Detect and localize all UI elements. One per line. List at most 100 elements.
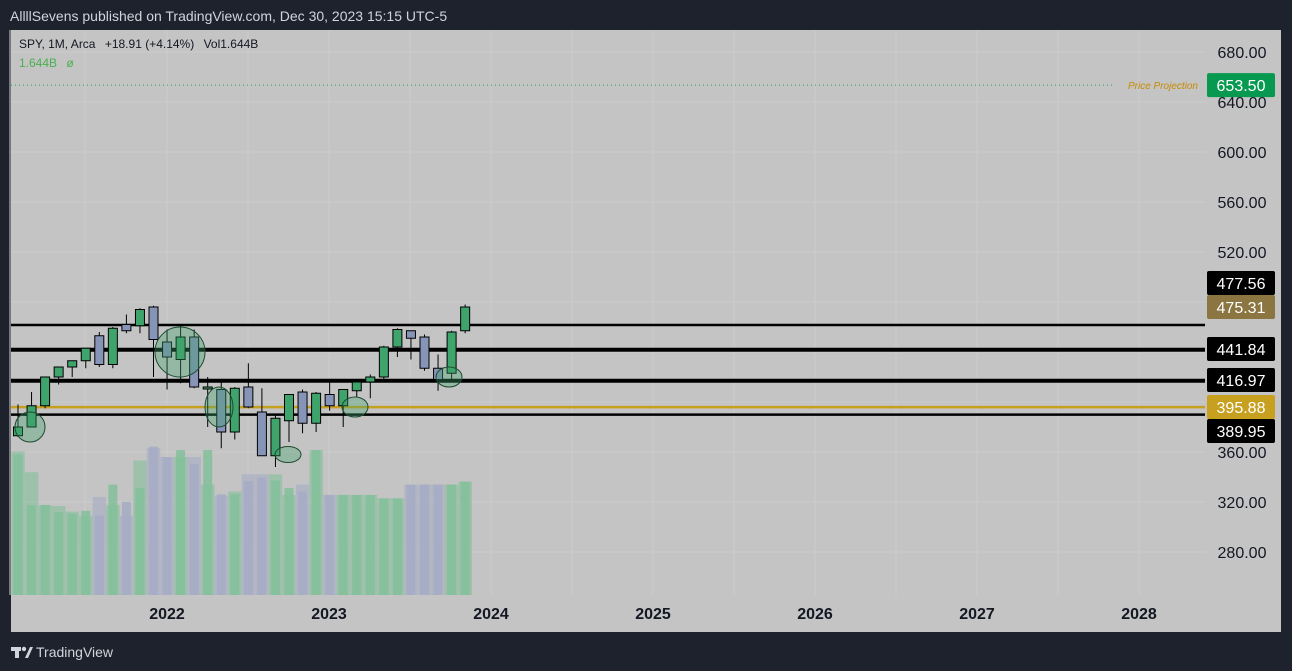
volume-bar xyxy=(257,477,267,595)
candle-body[interactable] xyxy=(446,331,457,374)
volume-bar xyxy=(338,494,348,595)
volume-bar xyxy=(230,494,240,595)
time-tick-label: 2022 xyxy=(149,606,185,623)
time-axis[interactable]: 2022 2023 2024 2025 2026 2027 2028 xyxy=(149,606,1157,623)
candle-body[interactable] xyxy=(53,366,64,378)
circle-annotation xyxy=(341,396,369,418)
footer-bar: TradingView xyxy=(0,636,1292,671)
candle-body[interactable] xyxy=(175,336,186,360)
price-badge xyxy=(1207,295,1275,319)
candle-body[interactable] xyxy=(94,335,105,365)
volume-bar xyxy=(243,481,253,595)
price-badge-label: 477.56 xyxy=(1217,276,1266,293)
circle-annotation xyxy=(435,366,463,388)
projection-label: Price Projection xyxy=(1128,81,1198,92)
time-tick-label: 2025 xyxy=(635,606,671,623)
candle-body[interactable] xyxy=(202,386,213,390)
candle-body[interactable] xyxy=(216,389,227,433)
volume-bar xyxy=(40,504,50,595)
price-tick-label: 320.00 xyxy=(1218,495,1267,512)
volume-bar xyxy=(149,446,158,595)
volume-value: 1.644B xyxy=(19,56,58,70)
candlesticks[interactable] xyxy=(13,304,471,468)
circle-annotation xyxy=(204,386,234,428)
volume-bar xyxy=(121,501,131,595)
candle-body[interactable] xyxy=(351,381,362,392)
candle-body[interactable] xyxy=(121,324,132,332)
change-label: +18.91 (+4.14%) xyxy=(104,37,195,51)
volume-bar xyxy=(216,494,226,595)
time-tick-label: 2023 xyxy=(311,606,347,623)
time-tick-label: 2024 xyxy=(473,606,509,623)
volume-bar xyxy=(176,450,186,595)
circle-annotation xyxy=(14,411,46,443)
candle-body[interactable] xyxy=(40,376,51,407)
price-badge-label: 416.97 xyxy=(1217,373,1266,390)
footer-brand: TradingView xyxy=(36,644,114,660)
candle-body[interactable] xyxy=(392,329,403,348)
circle-annotations xyxy=(14,326,463,463)
volume-bar xyxy=(270,480,280,595)
tradingview-logo-icon xyxy=(11,646,33,658)
candle-body[interactable] xyxy=(433,367,444,380)
candle-body[interactable] xyxy=(378,346,389,378)
candle-body[interactable] xyxy=(134,309,145,327)
price-badge-label: 389.95 xyxy=(1217,424,1266,441)
price-badge xyxy=(1207,368,1275,392)
projection-badge xyxy=(1207,73,1275,98)
candle-body[interactable] xyxy=(189,336,200,388)
volume-bar xyxy=(67,513,77,595)
volume-bar xyxy=(420,484,429,595)
price-badges: 477.56 475.31 441.84 416.97 395.88 389.95 653.… xyxy=(1207,73,1275,443)
volume-bar xyxy=(406,484,416,595)
chart-legend: SPY, 1M, Arca +18.91 (+4.14%) Vol1.644B … xyxy=(19,37,264,70)
candle-body[interactable] xyxy=(67,360,78,368)
candle-body[interactable] xyxy=(460,306,471,332)
candle-body[interactable] xyxy=(256,411,267,457)
volume-bar xyxy=(189,463,199,595)
candle-body[interactable] xyxy=(26,405,37,428)
candle-body[interactable] xyxy=(405,330,416,339)
price-badge-label: 475.31 xyxy=(1217,300,1266,317)
candle-body[interactable] xyxy=(324,394,335,407)
volume-bar xyxy=(447,484,457,595)
candle-body[interactable] xyxy=(284,394,294,422)
price-tick-label: 680.00 xyxy=(1218,45,1267,62)
volume-bar xyxy=(135,488,145,595)
volume-bar xyxy=(433,484,443,595)
candle-body[interactable] xyxy=(162,341,173,358)
horizontal-levels[interactable]: Price Projection xyxy=(11,81,1205,416)
candle-body[interactable] xyxy=(311,392,322,424)
candle-body[interactable] xyxy=(365,376,376,383)
volume-bar xyxy=(162,457,172,595)
price-tick-label: 600.00 xyxy=(1218,145,1267,162)
candle-body[interactable] xyxy=(107,327,118,365)
publish-info: AllllSevens published on TradingView.com… xyxy=(10,8,448,24)
volume-bar xyxy=(108,484,118,595)
candle-body[interactable] xyxy=(229,387,240,433)
volume-bar xyxy=(379,498,389,595)
time-tick-label: 2027 xyxy=(959,606,995,623)
volume-bar xyxy=(203,450,213,595)
chart-area[interactable]: Price Projection 280.00320.00360.00400.0… xyxy=(0,0,1292,636)
symbol-label[interactable]: SPY, 1M, Arca xyxy=(19,37,96,51)
price-badge-label: 441.84 xyxy=(1217,342,1266,359)
volume-bar xyxy=(460,481,470,595)
candle-body[interactable] xyxy=(80,347,91,362)
time-tick-label: 2026 xyxy=(797,606,833,623)
volume-bar xyxy=(325,494,335,595)
candle-body[interactable] xyxy=(297,391,308,424)
candle-body[interactable] xyxy=(419,336,430,369)
price-tick-label: 520.00 xyxy=(1218,245,1267,262)
circle-annotation xyxy=(274,446,302,463)
volume-bar xyxy=(392,498,402,595)
candle-body[interactable] xyxy=(243,386,254,408)
price-tick-label: 560.00 xyxy=(1218,195,1267,212)
candle-body[interactable] xyxy=(148,306,159,340)
volume-bar xyxy=(284,488,294,595)
volume-marker: ø xyxy=(66,56,74,70)
volume-bar xyxy=(298,491,308,595)
candle-body[interactable] xyxy=(338,389,349,407)
circle-annotation xyxy=(154,326,206,378)
price-tick-label: 640.00 xyxy=(1218,95,1267,112)
